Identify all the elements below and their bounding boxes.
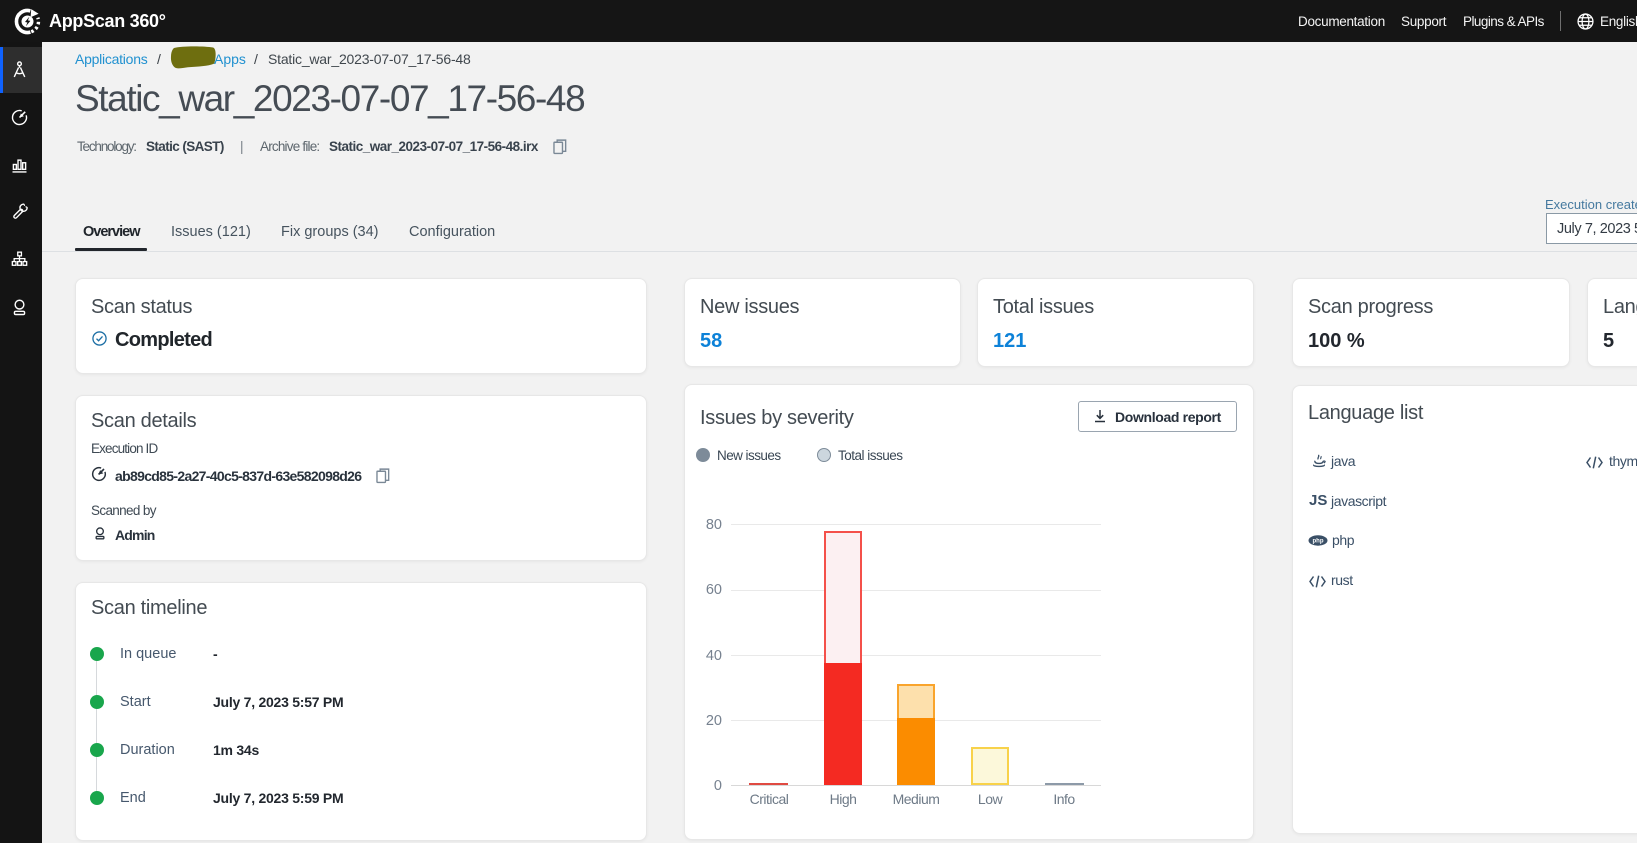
svg-text:php: php <box>1313 539 1324 545</box>
